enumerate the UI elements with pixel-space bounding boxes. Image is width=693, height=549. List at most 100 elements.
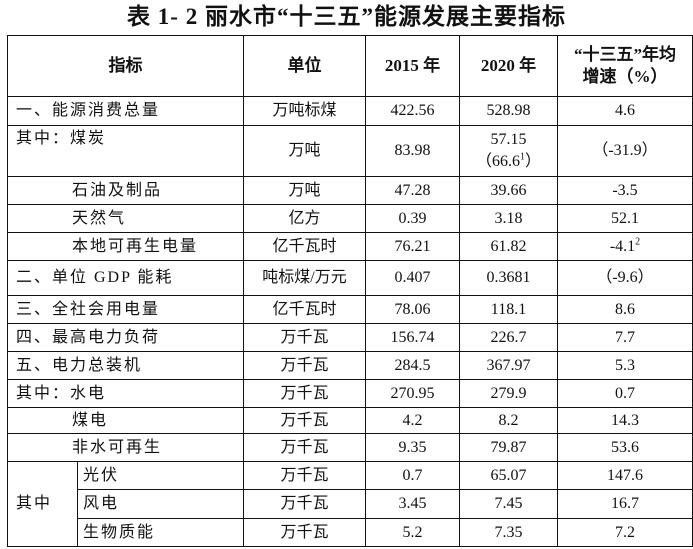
header-row: 指标 单位 2015 年 2020 年 “十三五”年均 增速（%）: [7, 35, 693, 97]
indicator-name: 天然气: [7, 204, 244, 233]
growth-rate: 7.2: [557, 518, 693, 547]
growth-value: （-9.6）: [596, 269, 654, 286]
table-row: 其中：水电 万千瓦 270.95 279.9 0.7: [7, 379, 693, 408]
growth-value: 14.3: [611, 411, 639, 429]
header-growth-line1: “十三五”年均: [574, 45, 676, 64]
unit-cell: 万千瓦: [243, 489, 366, 519]
table-row: 煤电 万千瓦 4.2 8.2 14.3: [7, 407, 693, 434]
value-2020: 7.35: [459, 518, 558, 547]
table-row: 三、全社会用电量 亿千瓦时 78.06 118.1 8.6: [7, 295, 693, 324]
table-row: 非水可再生 万千瓦 9.35 79.87 53.6: [7, 433, 693, 462]
unit-cell: 万吨: [243, 176, 366, 205]
table-row: 石油及制品 万吨 47.28 39.66 -3.5: [7, 176, 693, 205]
header-2020: 2020 年: [459, 35, 558, 97]
growth-rate: 52.1: [557, 204, 693, 233]
value-2015: 76.21: [365, 232, 460, 261]
unit-cell: 万千瓦: [243, 407, 366, 434]
unit-cell: 万吨: [243, 125, 366, 177]
table-row: 四、最高电力负荷 万千瓦 156.74 226.7 7.7: [7, 323, 693, 352]
growth-value: 8.6: [615, 300, 635, 318]
header-indicator: 指标: [7, 35, 244, 97]
value-2015: 284.5: [365, 351, 460, 380]
indicator-name: 本地可再生电量: [7, 232, 244, 261]
growth-value: 52.1: [611, 209, 639, 227]
value-2020: 57.15 （66.61）: [459, 125, 558, 177]
table-row: 风电 万千瓦 3.45 7.45 16.7: [8, 489, 693, 519]
energy-indicators-table: 指标 单位 2015 年 2020 年 “十三五”年均 增速（%） 一、能源消费…: [7, 35, 693, 547]
table-title: 表 1- 2 丽水市“十三五”能源发展主要指标: [127, 4, 566, 29]
footnote-marker: 1: [520, 151, 525, 163]
table-row: 天然气 亿方 0.39 3.18 52.1: [7, 204, 693, 233]
table-row: 二、单位 GDP 能耗 吨标煤/万元 0.407 0.3681 （-9.6）: [7, 260, 693, 296]
unit-cell: 亿千瓦时: [243, 295, 366, 324]
unit-cell: 万千瓦: [243, 518, 366, 547]
value-2015: 270.95: [365, 379, 460, 408]
value-2020: 39.66: [459, 176, 558, 205]
indicator-name: 生物质能: [77, 518, 244, 547]
value-2020: 279.9: [459, 379, 558, 408]
value-2015: 83.98: [365, 125, 460, 177]
value-2020: 118.1: [459, 295, 558, 324]
growth-value: 4.6: [615, 102, 635, 119]
value-2020-main: 57.15: [490, 131, 527, 148]
value-2020: 79.87: [459, 433, 558, 462]
value-2020: 0.3681: [459, 260, 558, 296]
value-2020: 7.45: [459, 489, 558, 519]
header-growth: “十三五”年均 增速（%）: [557, 35, 693, 97]
sub-group-label: 其中: [7, 461, 78, 547]
table-row: 其中 光伏 万千瓦 0.7 65.07 147.6: [7, 461, 693, 547]
indicator-name: 煤电: [7, 407, 244, 434]
header-2015: 2015 年: [365, 35, 460, 97]
growth-rate: 4.6: [557, 96, 693, 126]
growth-rate: 147.6: [557, 461, 693, 490]
growth-rate: 16.7: [557, 489, 693, 519]
indicator-name: 光伏: [77, 461, 244, 490]
growth-rate: （-9.6）: [557, 260, 693, 296]
value-2015: 156.74: [365, 323, 460, 352]
header-growth-line2: 增速（%）: [582, 67, 668, 86]
indicator-name: 四、最高电力负荷: [7, 323, 244, 352]
growth-value: 5.3: [615, 356, 635, 374]
growth-value: 0.7: [615, 384, 635, 402]
value-2020: 61.82: [459, 232, 558, 261]
value-2015: 3.45: [365, 489, 460, 519]
value-2020: 65.07: [459, 461, 558, 490]
footnote-marker: 2: [635, 236, 641, 248]
value-2015: 4.2: [365, 407, 460, 434]
growth-value: 7.7: [615, 328, 635, 346]
indicator-name: 石油及制品: [7, 176, 244, 205]
growth-rate: （-31.9）: [557, 125, 693, 177]
growth-rate: 14.3: [557, 407, 693, 434]
value-2015: 5.2: [365, 518, 460, 547]
table-row: 生物质能 万千瓦 5.2 7.35 7.2: [8, 518, 693, 547]
growth-rate: 5.3: [557, 351, 693, 380]
unit-cell: 万千瓦: [243, 461, 366, 490]
unit-cell: 亿千瓦时: [243, 232, 366, 261]
table-row: 其中：煤炭 万吨 83.98 57.15 （66.61） （-31.9）: [7, 125, 693, 177]
growth-rate: -3.5: [557, 176, 693, 205]
value-2015: 422.56: [365, 96, 460, 126]
indicator-name: 风电: [77, 489, 244, 519]
value-2020: 367.97: [459, 351, 558, 380]
indicator-name: 其中：水电: [7, 379, 244, 408]
value-2015: 0.407: [365, 260, 460, 296]
indicator-name: 五、电力总装机: [7, 351, 244, 380]
unit-cell: 亿方: [243, 204, 366, 233]
growth-rate: 0.7: [557, 379, 693, 408]
value-2015: 78.06: [365, 295, 460, 324]
table-row: 本地可再生电量 亿千瓦时 76.21 61.82 -4.12: [7, 232, 693, 261]
indicator-name: 二、单位 GDP 能耗: [7, 260, 244, 296]
unit-cell: 万千瓦: [243, 379, 366, 408]
growth-rate: -4.12: [557, 232, 693, 261]
value-2020: 226.7: [459, 323, 558, 352]
indicator-name: 三、全社会用电量: [7, 295, 244, 324]
unit-cell: 万千瓦: [243, 323, 366, 352]
header-unit: 单位: [243, 35, 366, 97]
value-2020: 8.2: [459, 407, 558, 434]
value-2015: 9.35: [365, 433, 460, 462]
unit-cell: 万千瓦: [243, 351, 366, 380]
unit-cell: 万吨标煤: [243, 96, 366, 126]
growth-rate: 8.6: [557, 295, 693, 324]
indicator-name: 非水可再生: [7, 433, 244, 462]
value-2020: 528.98: [459, 96, 558, 126]
